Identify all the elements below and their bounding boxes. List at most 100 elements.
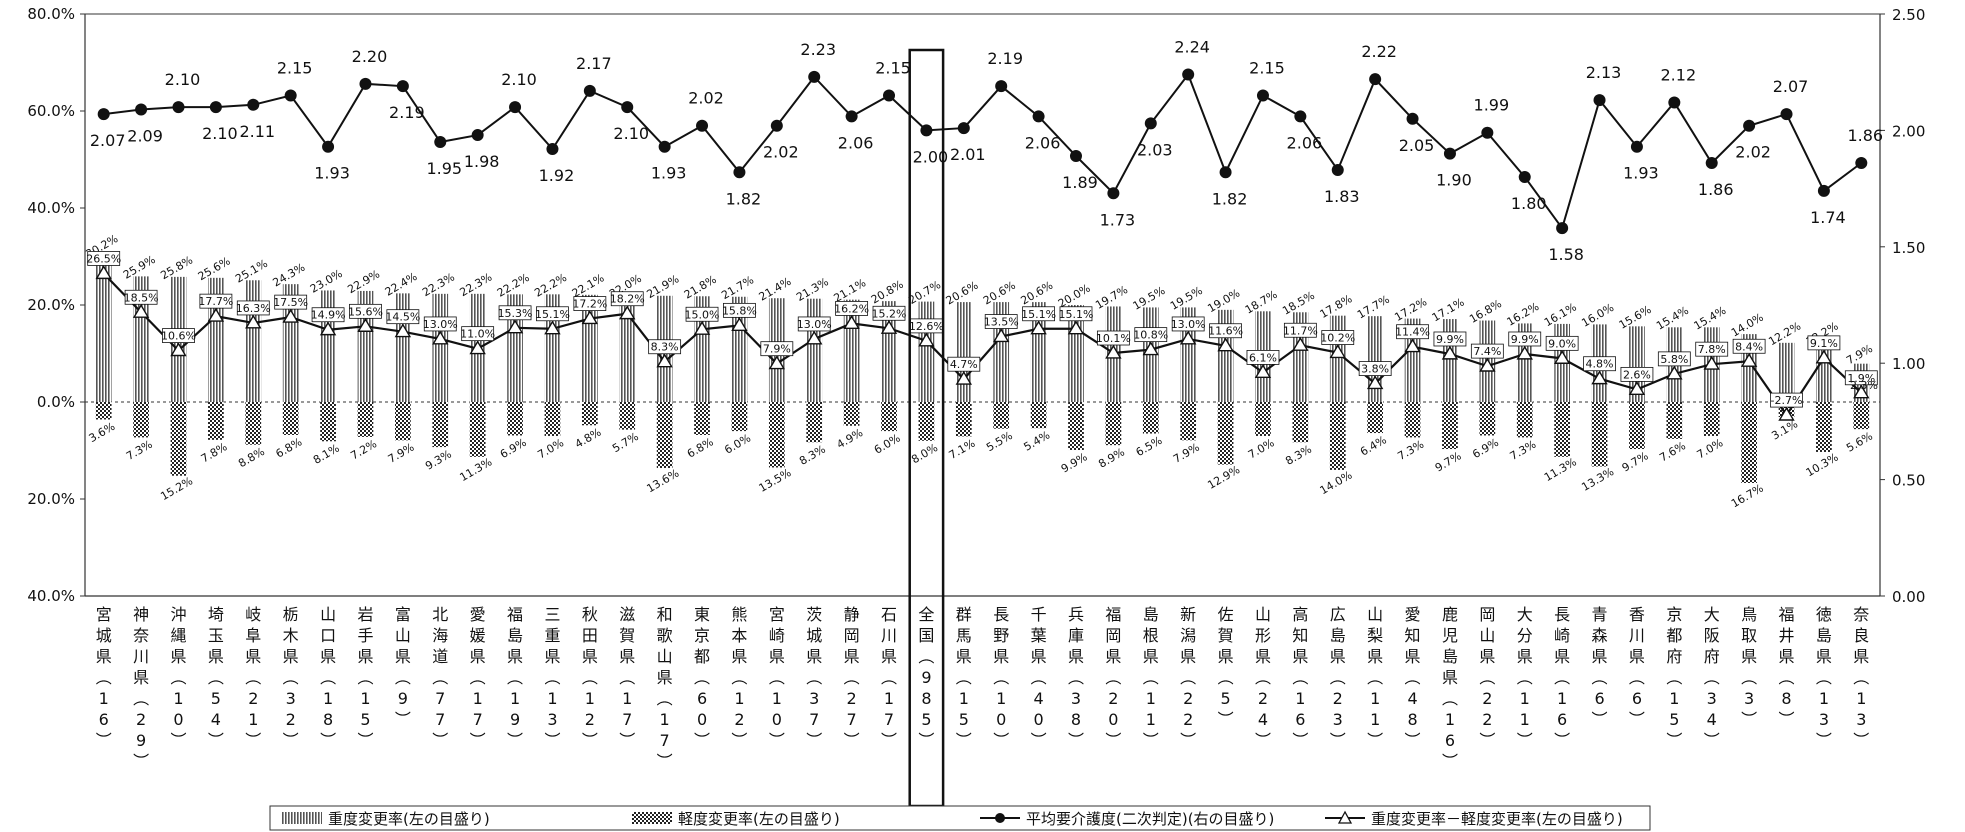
diff-triangle-marker bbox=[1404, 338, 1421, 353]
diff-label: 4.7% bbox=[950, 358, 978, 371]
diff-triangle-marker bbox=[506, 319, 524, 334]
heavy-change-bar bbox=[282, 284, 299, 402]
average-value-label: 1.80 bbox=[1511, 194, 1547, 213]
diff-label: 16.2% bbox=[834, 302, 869, 315]
diff-label: 15.6% bbox=[348, 305, 383, 318]
legend-item-label: 重度変更率(左の目盛り) bbox=[328, 810, 490, 828]
diff-label: 15.1% bbox=[1021, 308, 1056, 321]
diff-label: 13.5% bbox=[984, 316, 1019, 329]
average-value-label: 1.98 bbox=[464, 152, 500, 171]
category-label: 岡山県︵ 2 2 ︶ bbox=[1479, 605, 1495, 750]
diff-label: 5.8% bbox=[1660, 353, 1688, 366]
diff-label: 9.9% bbox=[1436, 333, 1464, 346]
diff-line-layer: 26.5% 18.5% 10.6% 17.7%16.3% 17.5%14.9% 15.6%… bbox=[86, 251, 1878, 421]
average-value-label: 1.93 bbox=[1623, 164, 1659, 183]
diff-label-box bbox=[872, 305, 906, 321]
diff-triangle-marker bbox=[992, 328, 1010, 343]
heavy-change-bar bbox=[1404, 318, 1421, 402]
diff-triangle-marker bbox=[656, 353, 673, 368]
average-circle-marker bbox=[658, 140, 671, 153]
category-label: 鹿児島県︵ 1 6 ︶ bbox=[1442, 605, 1458, 771]
diff-label: 15.8% bbox=[722, 304, 757, 317]
diff-triangle-marker bbox=[619, 305, 636, 320]
light-change-bar bbox=[1442, 402, 1458, 450]
average-circle-marker bbox=[135, 103, 148, 116]
diff-triangle-marker bbox=[1628, 381, 1646, 395]
diff-label: 9.9% bbox=[1511, 333, 1539, 346]
category-label: 愛媛県︵ 1 7 ︶ bbox=[470, 605, 486, 750]
light-change-bar bbox=[806, 402, 823, 443]
light-change-bar bbox=[1666, 402, 1683, 439]
average-circle-marker bbox=[1406, 112, 1419, 125]
average-value-label: 2.07 bbox=[90, 131, 126, 150]
category-label: 埼玉県︵ 5 4 ︶ bbox=[208, 605, 224, 750]
light-change-bar bbox=[1068, 402, 1084, 451]
category-label: 京都府︵ 1 5 ︶ bbox=[1666, 605, 1682, 750]
diff-label: 14.9% bbox=[311, 309, 346, 322]
category-label: 岐阜県︵ 2 1 ︶ bbox=[245, 605, 261, 750]
average-value-label: 2.00 bbox=[913, 147, 949, 166]
average-circle-marker bbox=[770, 119, 783, 132]
right-axis-tick-label: 1.50 bbox=[1892, 239, 1925, 257]
light-change-bar bbox=[170, 402, 187, 476]
average-circle-marker bbox=[1593, 94, 1606, 107]
diff-label: 15.1% bbox=[1059, 308, 1094, 321]
light-change-bar bbox=[1816, 402, 1832, 452]
diff-extra-label: 2.3% bbox=[1850, 379, 1878, 392]
average-circle-marker bbox=[920, 124, 933, 137]
diff-label: 13.0% bbox=[797, 318, 832, 331]
category-label: 広島県︵ 2 3 ︶ bbox=[1330, 605, 1346, 750]
diff-label-box bbox=[1209, 323, 1242, 339]
legend-diff-marker bbox=[1337, 810, 1353, 824]
category-label: 和歌山県︵ 1 7 ︶ bbox=[657, 605, 673, 771]
light-change-bar bbox=[95, 402, 112, 420]
light-change-bar bbox=[432, 402, 449, 448]
diff-label: 14.5% bbox=[385, 311, 420, 324]
right-axis-tick-label: 0.00 bbox=[1892, 588, 1925, 606]
average-circle-marker bbox=[509, 101, 522, 114]
light-change-bar bbox=[1105, 402, 1122, 446]
diff-triangle-marker bbox=[469, 340, 486, 355]
average-value-label: 2.02 bbox=[763, 143, 799, 162]
diff-label-box bbox=[1770, 392, 1803, 408]
heavy-change-bar bbox=[806, 298, 823, 402]
diff-label: 15.2% bbox=[872, 307, 907, 320]
average-value-label: 2.11 bbox=[239, 122, 275, 141]
category-label: 群馬県︵ 1 5 ︶ bbox=[956, 605, 972, 750]
diff-triangle-marker bbox=[1030, 320, 1047, 335]
category-label: 千葉県︵ 4 0 ︶ bbox=[1031, 605, 1047, 750]
light-change-bar bbox=[656, 402, 673, 468]
heavy-change-bar bbox=[918, 301, 935, 402]
category-label: 茨城県︵ 3 7 ︶ bbox=[806, 605, 822, 750]
diff-triangle-marker bbox=[1815, 349, 1833, 364]
light-change-bar bbox=[731, 402, 748, 432]
diff-label-box bbox=[1470, 343, 1504, 359]
average-value-label: 1.93 bbox=[651, 164, 687, 183]
diff-triangle-marker bbox=[1292, 336, 1309, 351]
diff-label-box bbox=[274, 294, 308, 310]
light-change-bar bbox=[768, 402, 785, 468]
average-circle-marker bbox=[1743, 119, 1756, 132]
left-axis-tick-label: 40.0% bbox=[27, 587, 75, 605]
diff-label: 9.0% bbox=[1548, 337, 1576, 350]
heavy-change-bar bbox=[955, 302, 972, 402]
diff-label: 13.0% bbox=[1171, 318, 1206, 331]
diff-triangle-marker bbox=[357, 317, 374, 332]
diff-label-box bbox=[1396, 324, 1429, 340]
average-circle-marker bbox=[1443, 147, 1456, 160]
diff-triangle-marker bbox=[394, 323, 412, 338]
category-label: 山梨県︵ 1 1 ︶ bbox=[1367, 605, 1383, 750]
diff-triangle-marker bbox=[282, 308, 299, 323]
diff-triangle-marker bbox=[805, 330, 823, 345]
average-value-label: 1.99 bbox=[1474, 96, 1510, 115]
diff-label-box bbox=[1283, 322, 1317, 338]
diff-triangle-marker bbox=[1479, 357, 1496, 372]
average-circle-marker bbox=[1518, 170, 1531, 183]
legend-box bbox=[269, 805, 1651, 831]
average-value-label: 2.15 bbox=[875, 58, 911, 77]
category-label: 徳島県︵ 1 3 ︶ bbox=[1816, 605, 1832, 750]
category-label: 奈良県︵ 1 3 ︶ bbox=[1853, 605, 1869, 750]
heavy-change-bar bbox=[245, 280, 262, 402]
heavy-change-bar bbox=[95, 255, 112, 402]
average-value-label: 2.19 bbox=[389, 103, 425, 122]
